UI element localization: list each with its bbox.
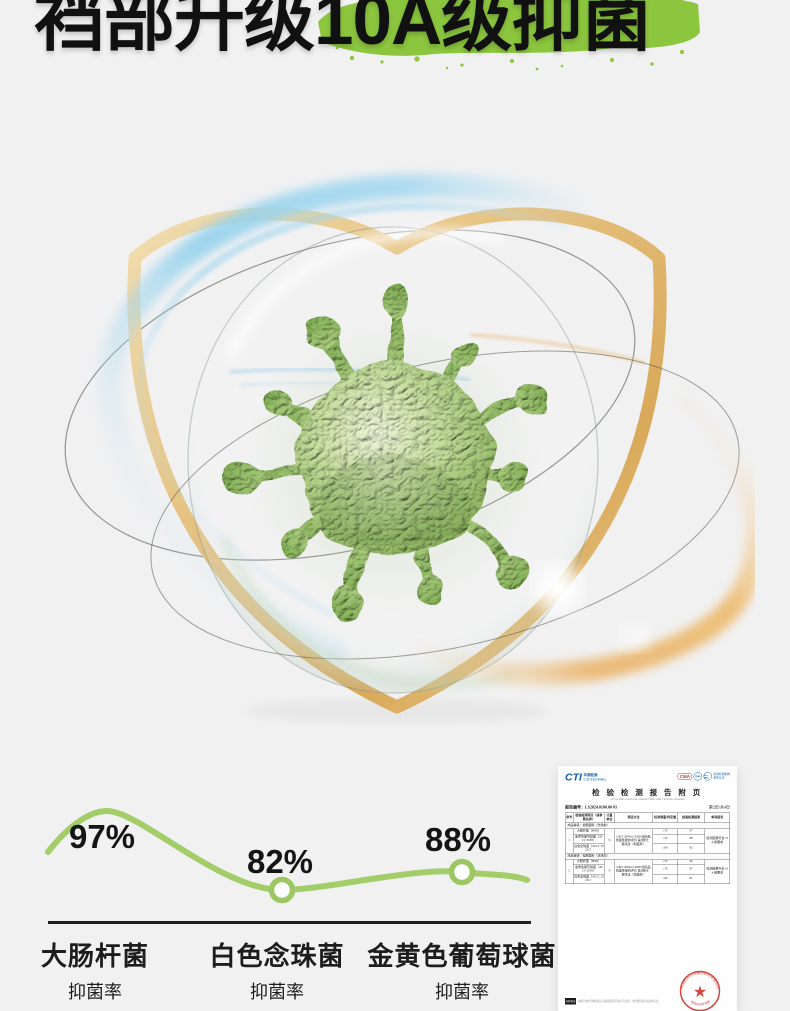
badge-note-1: 检验检测机构 [713, 772, 730, 776]
cnas-badge: CNAS [693, 772, 702, 781]
report-footer: 扫码验证 本报告由华测检测认证集团股份有限公司出具，检测结果仅对来样负责 [565, 998, 730, 1005]
page-title: 裆部升级10A级抑菌 [34, 0, 652, 60]
report-table: 序号 检验检测项目（或参数名称） 计量单位 测试方法 标准限量/判定值 检验检测结果 单项结… [564, 812, 731, 884]
chart-line [45, 807, 530, 904]
orange-swirl [409, 386, 755, 686]
chart-curve [45, 807, 530, 894]
badge-note-2: 资质认定 [713, 776, 725, 780]
blue-swirl [97, 173, 602, 665]
shield-virus-illustration [64, 173, 755, 723]
brush-highlight [318, 0, 700, 71]
report-no-label: 报告编号： [565, 805, 585, 810]
orange-streak [469, 333, 646, 365]
lens-flare-core [553, 583, 563, 593]
report-title-en: ATTACHED PAGES OF INSPECTION AND TESTING… [610, 798, 685, 802]
data-label-candida: 82% [246, 843, 314, 880]
accreditation-badges: CMA CNAS ilac-MRA 检验检测机构 资质认定 [677, 772, 730, 781]
cti-logo-mark: CTI [565, 771, 582, 783]
lens-flare-2 [621, 623, 649, 651]
report-header: CTI 华测检测 CTI TESTING CMA CNAS ilac-MRA 检验… [565, 772, 730, 783]
virus-illustration [220, 282, 552, 622]
data-label-ecoli: 97% [68, 818, 136, 855]
ilac-badge: ilac-MRA [703, 772, 712, 781]
test-report-document: CTI 华测检测 CTI TESTING CMA CNAS ilac-MRA 检验… [558, 766, 737, 1011]
category-sublabel: 抑菌率 [67, 982, 122, 1002]
category-ecoli: 大肠杆菌 抑菌率 [41, 936, 149, 1004]
category-label: 大肠杆菌 [40, 941, 150, 971]
report-no: LS2024.0100.00 03 [585, 805, 617, 810]
category-label: 白色念珠菌 [209, 941, 345, 971]
category-sublabel: 抑菌率 [249, 982, 304, 1002]
cti-logo-sub-en: CTI TESTING [583, 777, 607, 782]
report-title: 检 验 检 测 报 告 附 页 [592, 789, 703, 797]
marker-staph [448, 858, 476, 886]
cma-badge: CMA [677, 772, 692, 780]
report-table-header: 序号 检验检测项目（或参数名称） 计量单位 测试方法 标准限量/判定值 检验检测结果 单项结… [564, 812, 731, 823]
verify-logo: 扫码验证 [565, 998, 576, 1005]
cti-logo-sub-cn: 华测检测 [583, 773, 598, 778]
bubble-highlight-top [225, 228, 505, 360]
report-meta: 报告编号：LS2024.0100.00 03 第2页/共4页 [565, 805, 730, 811]
stamp-star-icon: ★ [693, 984, 707, 1001]
data-label-staph: 88% [424, 821, 492, 858]
report-footer-note: 本报告由华测检测认证集团股份有限公司出具，检测结果仅对来样负责 [578, 1000, 659, 1003]
cti-logo: CTI 华测检测 CTI TESTING [565, 772, 606, 783]
title-prefix: 裆部升级 [34, 0, 315, 60]
marker-candida [268, 876, 296, 904]
title-highlighted: 10A级抑菌 [314, 0, 652, 60]
brush-splatter [335, 46, 685, 71]
report-page-info: 第2页/共4页 [708, 805, 730, 810]
category-candida: 白色念珠菌 抑菌率 [209, 936, 344, 1004]
category-staph: 金黄色葡萄球菌 抑菌率 [367, 936, 556, 1004]
chart-baseline [48, 921, 531, 924]
shield-icon [127, 207, 667, 714]
bubble-highlight-bottom [221, 536, 519, 688]
category-label: 金黄色葡萄球菌 [367, 941, 557, 971]
category-sublabel: 抑菌率 [434, 982, 489, 1002]
report-table-body: 成品等级：裆部面料（洗涤前） 1 大肠杆菌（8099）% GB/T 20944.3-2… [564, 822, 731, 884]
